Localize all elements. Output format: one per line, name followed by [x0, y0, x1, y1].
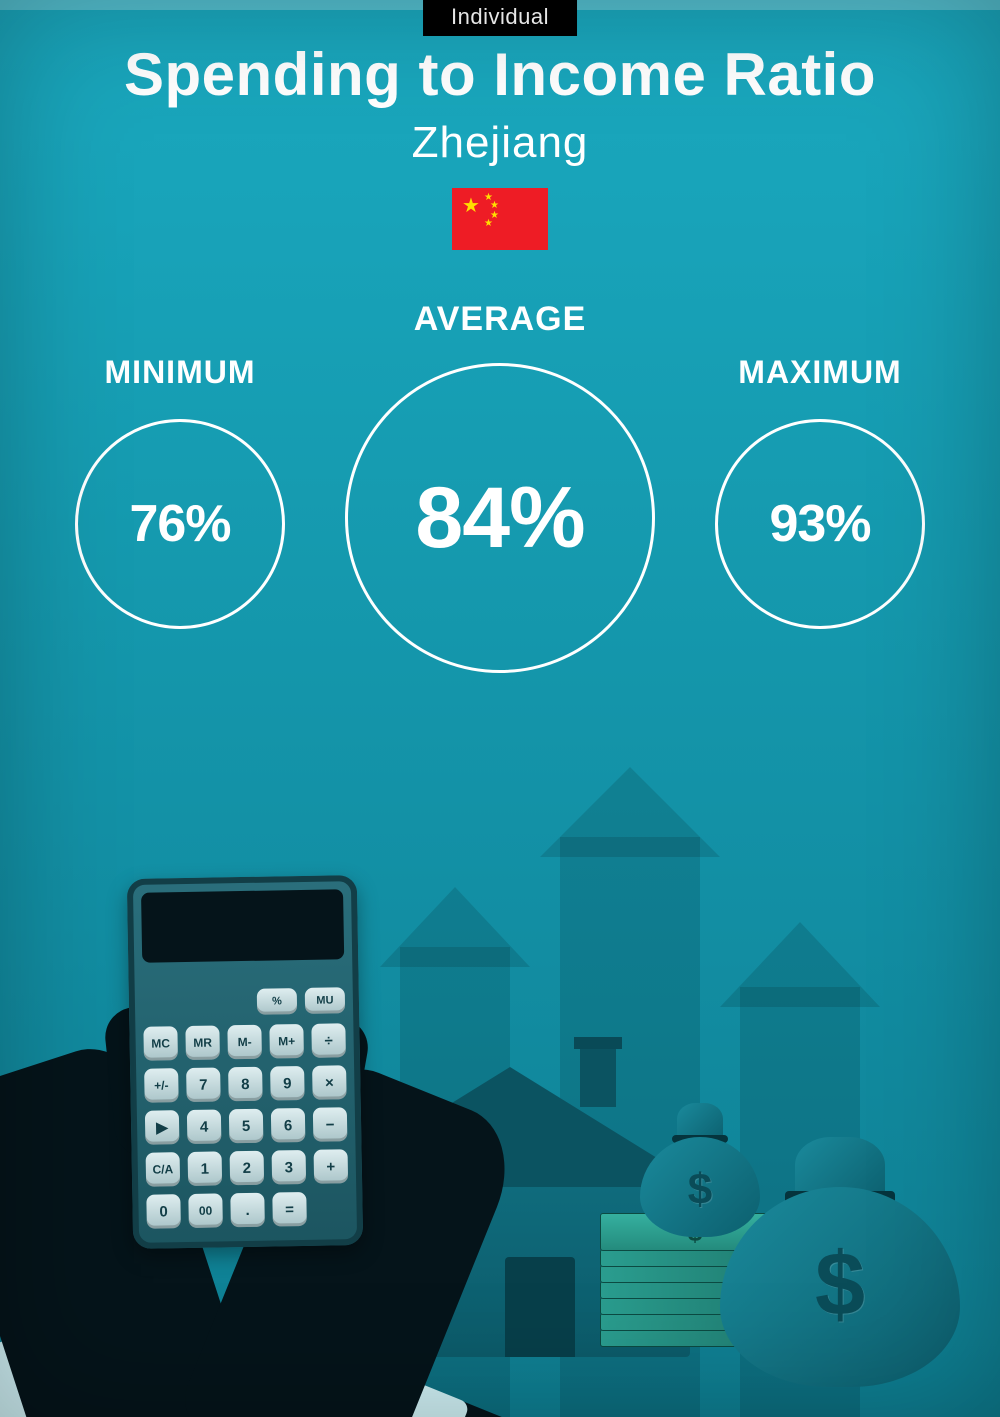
calculator-key: MR [185, 1025, 220, 1060]
cash-bill [600, 1281, 790, 1299]
stat-label: AVERAGE [414, 300, 587, 339]
category-badge-text: Individual [451, 4, 549, 29]
bottom-illustration: $ $ $ % MU MCMRM-M+÷ +/- [0, 777, 1000, 1417]
dollar-sign-icon: $ [720, 1234, 960, 1337]
stat-value: 76% [129, 494, 230, 554]
calculator-row: ▶456− [145, 1107, 348, 1145]
calculator-key: M+ [269, 1024, 304, 1059]
cash-bill [600, 1297, 790, 1315]
calculator-key: 9 [270, 1066, 305, 1101]
calculator-row: 000.= [146, 1191, 349, 1229]
cash-bill [600, 1329, 790, 1347]
house-door [505, 1257, 575, 1357]
calculator-key: × [312, 1065, 347, 1100]
calculator-key: 6 [271, 1108, 306, 1143]
house-window [630, 1217, 680, 1267]
calculator-screen [141, 889, 344, 963]
infographic-canvas: Individual Spending to Income Ratio Zhej… [0, 0, 1000, 1417]
calculator-key: 3 [272, 1150, 307, 1185]
calculator-key: 4 [187, 1109, 222, 1144]
category-badge: Individual [423, 0, 577, 36]
money-bag-icon: $ [640, 1097, 760, 1237]
stat-label: MINIMUM [105, 354, 256, 391]
money-bag-tie [672, 1135, 728, 1143]
cash-bill-top: $ [600, 1213, 790, 1251]
calculator-key: 8 [228, 1067, 263, 1102]
cash-bill [600, 1313, 790, 1331]
calculator-key: = [272, 1192, 307, 1227]
dollar-sign-icon: $ [640, 1165, 760, 1215]
cash-bill [600, 1249, 790, 1267]
cash-bill [600, 1265, 790, 1283]
up-arrow-icon [400, 947, 510, 1417]
thumb [287, 1013, 372, 1171]
calculator-key: 7 [186, 1067, 221, 1102]
stat-value: 93% [769, 494, 870, 554]
calculator-key: . [230, 1193, 265, 1228]
flag-star-small: ★ [484, 218, 493, 229]
calculator-key: 1 [188, 1151, 223, 1186]
money-bag-body [720, 1187, 960, 1387]
calculator-row: +/-789× [144, 1065, 347, 1103]
stat-maximum: MAXIMUM 93% [715, 300, 925, 629]
calculator-key: + [314, 1149, 349, 1184]
house-roof [300, 1067, 720, 1197]
house-icon [300, 1077, 720, 1357]
china-flag-icon: ★ ★ ★ ★ ★ [452, 188, 548, 250]
money-bag-icon: $ [720, 1127, 960, 1387]
page-subtitle: Zhejiang [0, 118, 1000, 168]
hand-icon [0, 1033, 256, 1417]
dollar-sign-icon: $ [688, 1217, 702, 1248]
money-bag-neck [677, 1103, 723, 1143]
calculator-key: MC [143, 1026, 178, 1061]
calculator-icon: % MU MCMRM-M+÷+/-789×▶456−C/A123+000.= [127, 875, 363, 1249]
stat-value: 84% [415, 469, 584, 568]
page-title: Spending to Income Ratio [0, 40, 1000, 109]
calculator-key: 0 [146, 1194, 181, 1229]
calculator-row: C/A123+ [146, 1149, 349, 1187]
calculator-key: % [257, 988, 297, 1015]
cuff [220, 1318, 471, 1417]
calculator-key: M- [227, 1025, 262, 1060]
calculator-key: ▶ [145, 1110, 180, 1145]
house-window [400, 1217, 450, 1267]
stat-circle: 76% [75, 419, 285, 629]
calculator-key: 00 [188, 1193, 223, 1228]
hand-icon [173, 1050, 527, 1417]
stat-minimum: MINIMUM 76% [75, 300, 285, 629]
stat-label: MAXIMUM [738, 354, 901, 391]
sleeve [0, 1305, 180, 1417]
sleeve [237, 1337, 583, 1417]
money-bag-body [640, 1137, 760, 1237]
stat-circle: 84% [345, 363, 655, 673]
money-bag-neck [795, 1137, 885, 1207]
up-arrow-icon [740, 987, 860, 1417]
up-arrow-icon [560, 837, 700, 1417]
flag-star-big: ★ [462, 196, 480, 216]
calculator-key: 5 [229, 1109, 264, 1144]
thumb [102, 1004, 177, 1159]
calculator-keypad: MCMRM-M+÷+/-789×▶456−C/A123+000.= [143, 1023, 348, 1228]
stat-circle: 93% [715, 419, 925, 629]
stat-average: AVERAGE 84% [345, 300, 655, 673]
calculator-key: C/A [146, 1152, 181, 1187]
calculator-key: +/- [144, 1068, 179, 1103]
calculator-key: MU [305, 987, 345, 1014]
cuff [0, 1294, 180, 1417]
house-body [330, 1187, 690, 1357]
calculator-key: − [313, 1107, 348, 1142]
calculator-row: MCMRM-M+÷ [143, 1023, 346, 1061]
cash-stack-icon: $ [600, 1227, 790, 1347]
calculator-key: ÷ [311, 1023, 346, 1058]
calculator-key: 2 [230, 1151, 265, 1186]
house-chimney [580, 1047, 616, 1107]
calculator-row: % MU [143, 987, 345, 1017]
stats-row: MINIMUM 76% AVERAGE 84% MAXIMUM 93% [0, 300, 1000, 673]
money-bag-tie [785, 1191, 895, 1205]
